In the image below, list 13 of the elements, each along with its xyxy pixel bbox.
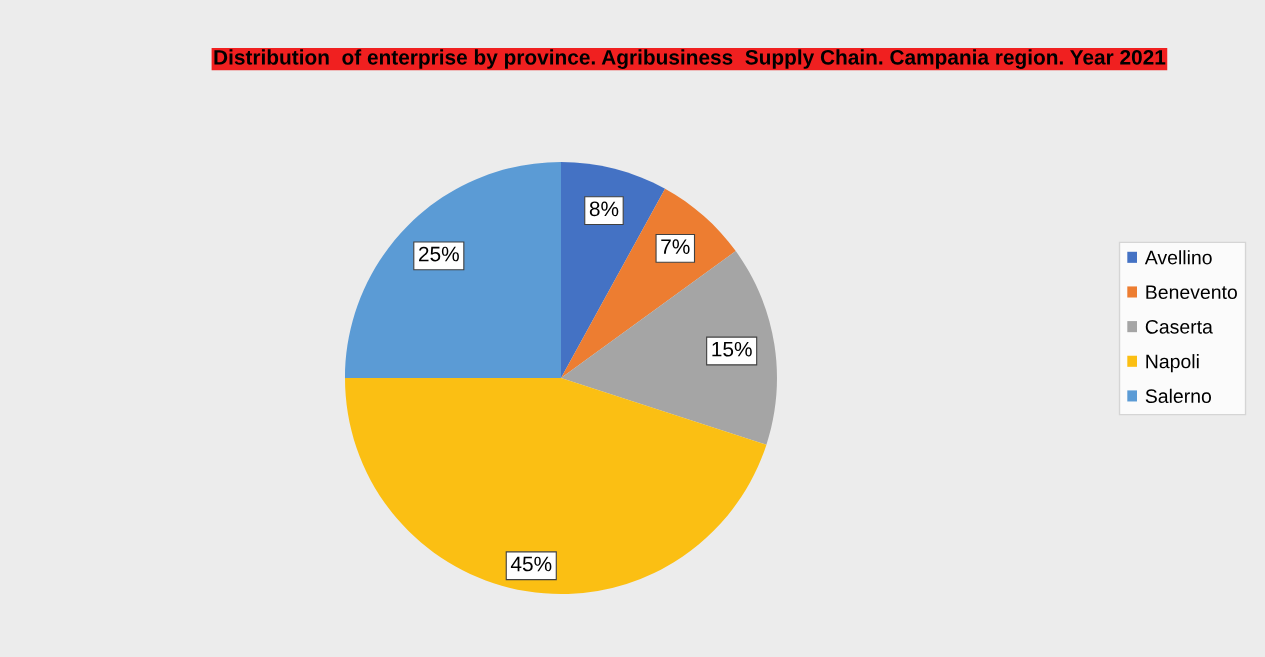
pie-slice bbox=[345, 162, 561, 378]
legend-label: Avellino bbox=[1144, 250, 1212, 265]
data-label: 15% bbox=[712, 341, 752, 357]
data-label: 7% bbox=[661, 239, 690, 254]
legend-label: Napoli bbox=[1146, 354, 1199, 373]
data-label: 8% bbox=[589, 201, 619, 217]
pie-slice bbox=[345, 378, 767, 594]
data-label: 25% bbox=[419, 246, 459, 262]
legend-label: Salerno bbox=[1145, 388, 1212, 404]
legend-label: Caserta bbox=[1145, 319, 1213, 334]
data-label: 45% bbox=[510, 556, 552, 572]
chart-title: Distribution of enterprise by province. Agribusiness Supply Chain. Campania region. Year 2021 bbox=[214, 49, 1166, 69]
legend-label: Benevento bbox=[1146, 285, 1237, 300]
